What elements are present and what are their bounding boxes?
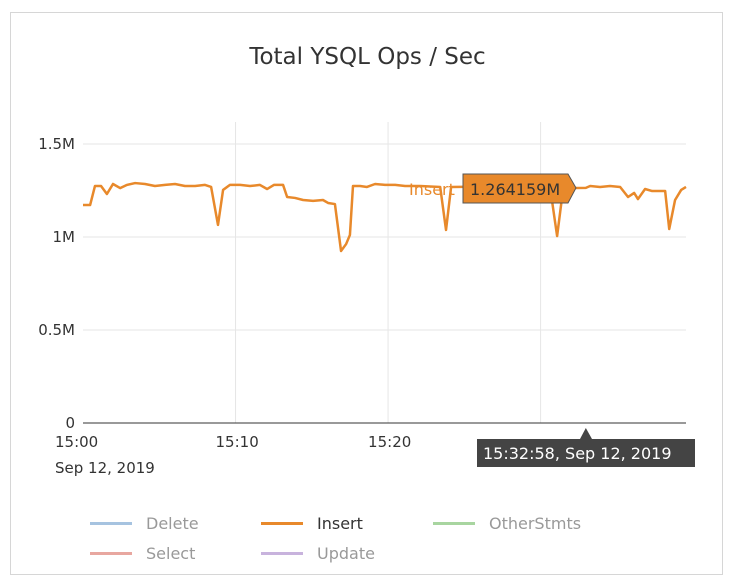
legend-swatch [90, 522, 132, 525]
legend-item-insert[interactable]: Insert [261, 514, 363, 533]
x-tick-label: 15:10 [216, 433, 259, 451]
x-tick-label: 15:00 [55, 433, 98, 451]
legend-label: Delete [146, 514, 199, 533]
hover-time-label: 15:32:58, Sep 12, 2019 [483, 444, 672, 463]
legend-label: Select [146, 544, 196, 563]
x-tick-label: 15:20 [368, 433, 411, 451]
y-tick-label: 0.5M [38, 321, 75, 339]
legend-swatch [261, 552, 303, 555]
chart-card [10, 12, 723, 575]
legend-label: Insert [317, 514, 363, 533]
y-tick-label: 1M [53, 228, 76, 246]
legend-item-otherstmts[interactable]: OtherStmts [433, 514, 581, 533]
legend-item-delete[interactable]: Delete [90, 514, 199, 533]
hover-value-label: 1.264159M [470, 180, 560, 199]
y-tick-label: 1.5M [38, 135, 75, 153]
hover-series-label: Insert [409, 180, 455, 199]
x-tick-sublabel: Sep 12, 2019 [55, 459, 155, 477]
legend-swatch [261, 522, 303, 525]
chart-title: Total YSQL Ops / Sec [249, 44, 486, 70]
legend-label: OtherStmts [489, 514, 582, 533]
legend-label: Update [317, 544, 375, 563]
legend-item-update[interactable]: Update [261, 544, 375, 563]
hover-value-box [462, 173, 577, 204]
series-line-insert [83, 181, 687, 253]
legend-item-select[interactable]: Select [90, 544, 195, 563]
legend-swatch [433, 522, 475, 525]
y-tick-label: 0 [65, 414, 75, 432]
hover-time-box [477, 428, 695, 467]
legend-swatch [90, 552, 132, 555]
